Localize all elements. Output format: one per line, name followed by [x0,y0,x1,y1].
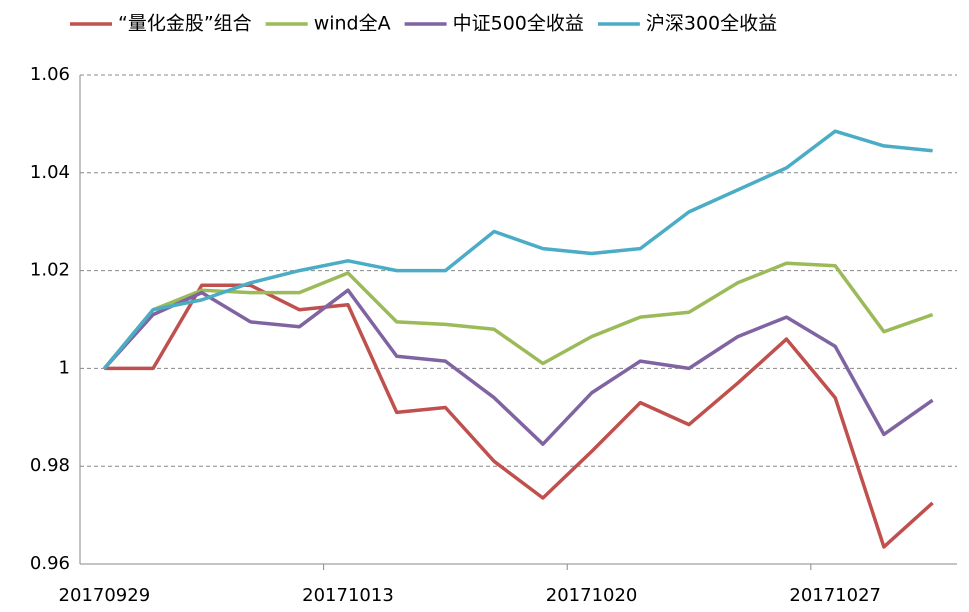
x-tick-label: 20170929 [59,585,151,606]
x-tick-label: 20171020 [546,585,638,606]
legend: “量化金股”组合 wind全A 中证500全收益 沪深300全收益 [70,13,777,35]
y-tick-label: 1 [59,357,70,378]
legend-label: 中证500全收益 [453,13,584,35]
y-tick-label: 1.06 [30,64,70,85]
series-line [104,283,934,549]
legend-label: “量化金股”组合 [118,13,252,35]
x-tick-label: 20171027 [789,585,881,606]
y-tick-label: 0.96 [30,553,70,574]
series-line [103,129,933,370]
x-tick-label: 20171013 [302,585,394,606]
legend-label: wind全A [314,13,391,35]
y-tick-label: 1.04 [30,162,70,183]
series-line [103,261,934,370]
series-line [103,288,934,446]
y-tick-label: 1.02 [30,260,70,281]
y-tick-label: 0.98 [30,455,70,476]
legend-label: 沪深300全收益 [646,13,777,35]
